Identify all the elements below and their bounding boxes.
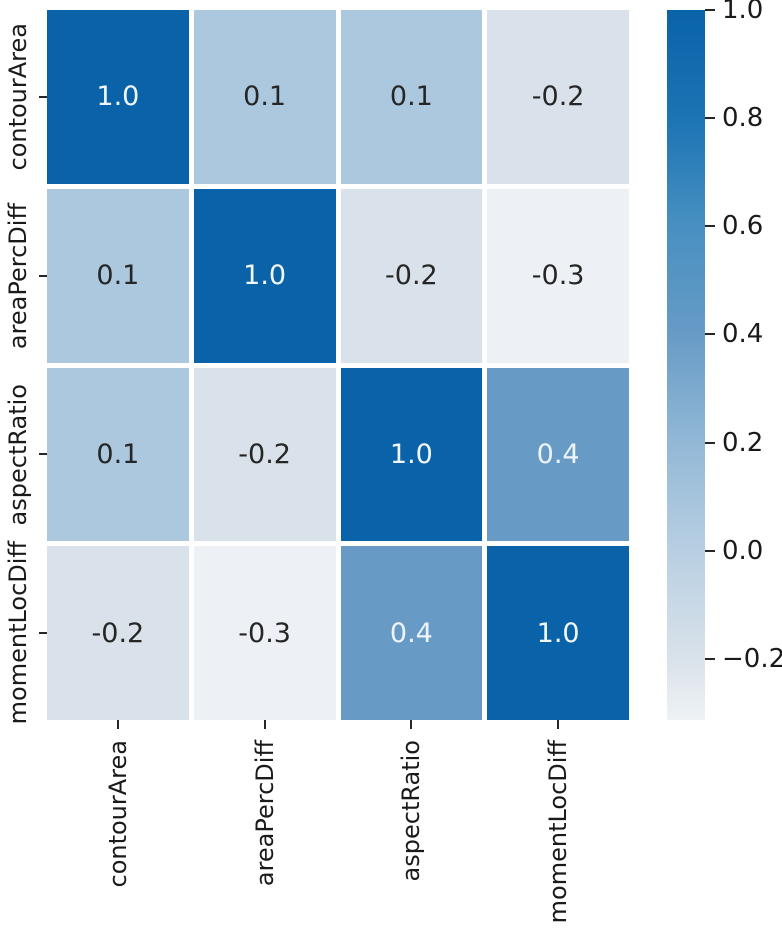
heatmap-cell: 1.0: [487, 546, 629, 720]
cell-value: 1.0: [536, 617, 580, 649]
heatmap-cell: -0.2: [340, 188, 483, 363]
colorbar-tick-mark: [705, 441, 715, 444]
colorbar-tick-mark: [705, 657, 715, 660]
x-tick-label: contourArea: [47, 740, 189, 945]
y-tick-label-text: aspectRatio: [4, 383, 32, 526]
cell-value: -0.2: [91, 617, 145, 649]
x-tick-label-text: momentLocDiff: [544, 740, 573, 924]
y-tick-mark: [39, 632, 47, 635]
cell-value: 1.0: [243, 260, 287, 292]
heatmap-cell: 0.4: [340, 546, 483, 720]
heatmap-cell: -0.2: [487, 10, 629, 184]
colorbar-tick-label: 0.4: [722, 319, 764, 350]
colorbar: [667, 10, 705, 720]
x-tick-mark: [116, 720, 119, 729]
cell-value: 0.1: [96, 260, 140, 292]
heatmap-cell: 1.0: [193, 188, 336, 363]
heatmap-cell: 0.4: [487, 367, 629, 542]
y-tick-label: areaPercDiff: [2, 189, 34, 363]
x-tick-mark: [557, 720, 560, 729]
y-tick-mark: [39, 453, 47, 456]
x-tick-mark: [410, 720, 413, 729]
colorbar-tick-mark: [705, 333, 715, 336]
colorbar-tick-mark: [705, 549, 715, 552]
heatmap-cell: 1.0: [340, 367, 483, 542]
cell-value: -0.2: [385, 260, 438, 292]
y-tick-label-text: contourArea: [4, 23, 32, 171]
x-tick-label: aspectRatio: [341, 740, 483, 945]
x-tick-label-text: areaPercDiff: [250, 740, 279, 887]
cell-value: 0.1: [243, 81, 287, 113]
colorbar-tick-label: 0.0: [722, 535, 764, 566]
heatmap-cell: 1.0: [47, 10, 189, 184]
cell-value: 1.0: [96, 81, 140, 113]
heatmap-cell: 0.1: [47, 367, 189, 542]
y-tick-mark: [39, 274, 47, 277]
cell-value: 1.0: [389, 438, 433, 470]
heatmap-cell: -0.2: [47, 546, 189, 720]
x-tick-label-text: aspectRatio: [397, 740, 426, 882]
x-tick-label: areaPercDiff: [194, 740, 336, 945]
y-tick-label: contourArea: [2, 10, 34, 184]
colorbar-tick-label: −0.2: [722, 643, 782, 674]
heatmap-cell: 0.1: [193, 10, 336, 184]
colorbar-tick-mark: [705, 9, 715, 11]
colorbar-tick-label: 1.0: [722, 0, 764, 25]
colorbar-tick-label: 0.2: [722, 427, 764, 458]
colorbar-tick-label: 0.6: [722, 211, 764, 242]
cell-value: -0.3: [531, 260, 585, 292]
y-tick-label: aspectRatio: [2, 368, 34, 542]
colorbar-tick-label: 0.8: [722, 103, 764, 134]
x-tick-label-text: contourArea: [103, 740, 132, 888]
cell-value: 0.4: [389, 617, 433, 649]
x-tick-label: momentLocDiff: [487, 740, 629, 945]
heatmap-cell: 0.1: [47, 188, 189, 363]
heatmap-cell: -0.3: [487, 188, 629, 363]
y-tick-label-text: areaPercDiff: [4, 202, 32, 349]
cell-value: 0.1: [96, 438, 140, 470]
colorbar-tick-mark: [705, 117, 715, 120]
cell-value: 0.4: [536, 438, 580, 470]
heatmap-cell: 0.1: [340, 10, 483, 184]
cell-value: 0.1: [389, 81, 433, 113]
y-tick-mark: [39, 95, 47, 98]
heatmap-cell: -0.3: [193, 546, 336, 720]
cell-value: -0.2: [238, 438, 291, 470]
cell-value: -0.2: [531, 81, 585, 113]
colorbar-tick-mark: [705, 225, 715, 228]
y-tick-label-text: momentLocDiff: [4, 541, 32, 725]
cell-value: -0.3: [238, 617, 291, 649]
x-tick-mark: [263, 720, 266, 729]
y-tick-label: momentLocDiff: [2, 541, 34, 724]
heatmap-cell: -0.2: [193, 367, 336, 542]
